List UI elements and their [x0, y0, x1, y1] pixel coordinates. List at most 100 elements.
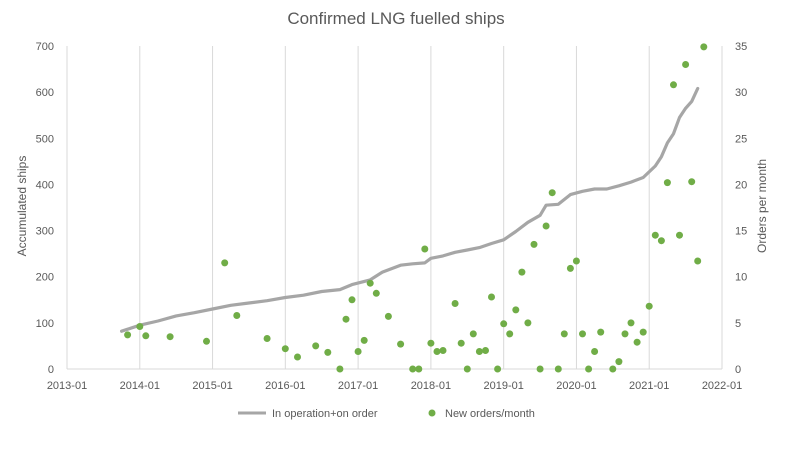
data-point-new-orders — [409, 365, 417, 373]
data-point-new-orders — [512, 306, 520, 314]
data-point-new-orders — [633, 338, 641, 346]
data-point-new-orders — [560, 330, 568, 338]
data-point-new-orders — [451, 300, 459, 307]
y-left-tick-label: 0 — [48, 364, 54, 376]
data-point-new-orders — [324, 348, 332, 356]
x-tick-label: 2016-01 — [265, 380, 305, 392]
data-point-new-orders — [342, 315, 350, 323]
y-left-tick-label: 400 — [36, 179, 54, 191]
data-point-new-orders — [676, 231, 683, 239]
data-point-new-orders — [372, 289, 380, 297]
data-point-new-orders — [263, 335, 271, 342]
data-point-new-orders — [627, 319, 635, 327]
data-point-new-orders — [700, 43, 708, 51]
data-point-new-orders — [651, 231, 659, 239]
data-point-new-orders — [336, 365, 344, 373]
data-point-new-orders — [663, 179, 671, 187]
data-point-new-orders — [463, 365, 471, 373]
x-tick-label: 2014-01 — [120, 380, 160, 392]
y-right-tick-label: 0 — [735, 364, 741, 376]
x-tick-label: 2015-01 — [192, 380, 232, 392]
data-point-new-orders — [518, 268, 526, 276]
data-point-new-orders — [639, 328, 647, 336]
y-axis-right-title: Orders per month — [755, 159, 769, 253]
data-point-new-orders — [166, 333, 174, 341]
data-point-new-orders — [294, 353, 301, 361]
data-point-new-orders — [542, 222, 550, 230]
y-right-tick-label: 5 — [735, 318, 741, 330]
data-point-new-orders — [124, 331, 132, 339]
data-point-new-orders — [657, 237, 665, 245]
data-point-new-orders — [384, 312, 392, 320]
chart-title: Confirmed LNG fuelled ships — [287, 9, 504, 28]
y-left-tick-label: 600 — [36, 87, 54, 99]
data-point-new-orders — [645, 302, 653, 310]
data-point-new-orders — [203, 337, 210, 345]
data-point-new-orders — [554, 365, 562, 373]
data-point-new-orders — [621, 330, 629, 338]
y-right-tick-label: 15 — [735, 226, 747, 238]
legend-marker-swatch — [428, 409, 436, 417]
legend: In operation+on order New orders/month — [238, 408, 535, 420]
data-point-new-orders — [524, 319, 532, 327]
data-point-new-orders — [469, 330, 477, 338]
data-point-new-orders — [233, 312, 241, 319]
data-point-new-orders — [585, 365, 593, 373]
data-point-new-orders — [136, 323, 144, 330]
data-point-new-orders — [421, 245, 429, 253]
data-point-new-orders — [348, 296, 356, 304]
data-point-new-orders — [688, 178, 696, 186]
y-right-tick-label: 25 — [735, 133, 747, 145]
data-point-new-orders — [494, 365, 502, 373]
x-tick-label: 2013-01 — [47, 380, 87, 392]
data-point-new-orders — [506, 330, 514, 338]
y-left-tick-label: 500 — [36, 133, 54, 145]
data-point-new-orders — [597, 328, 605, 336]
data-point-new-orders — [354, 348, 362, 355]
x-tick-label: 2021-01 — [629, 380, 669, 392]
x-tick-label: 2019-01 — [483, 380, 523, 392]
series-line-in-operation — [120, 86, 700, 333]
data-point-new-orders — [475, 348, 483, 355]
legend-label-markers: New orders/month — [445, 408, 535, 420]
data-point-new-orders — [366, 279, 374, 287]
data-point-new-orders — [572, 257, 580, 265]
data-point-new-orders — [312, 342, 320, 350]
data-point-new-orders — [682, 61, 690, 68]
data-point-new-orders — [360, 336, 368, 344]
data-point-new-orders — [482, 347, 489, 354]
data-point-new-orders — [427, 339, 435, 347]
data-point-new-orders — [670, 81, 677, 89]
y-left-tick-label: 700 — [36, 41, 54, 53]
x-tick-label: 2022-01 — [702, 380, 742, 392]
x-tick-label: 2018-01 — [411, 380, 451, 392]
data-point-new-orders — [500, 320, 508, 328]
data-point-new-orders — [615, 358, 623, 366]
grid-layer — [66, 46, 723, 369]
data-point-new-orders — [609, 365, 617, 373]
data-point-new-orders — [457, 339, 465, 347]
data-point-new-orders — [281, 345, 289, 353]
y-left-tick-label: 300 — [36, 226, 54, 238]
y-right-tick-label: 35 — [735, 41, 747, 53]
data-point-new-orders — [548, 189, 556, 197]
data-point-new-orders — [415, 365, 423, 373]
data-point-new-orders — [142, 332, 150, 340]
series-layer — [120, 43, 708, 373]
y-left-tick-label: 200 — [36, 272, 54, 284]
y-right-tick-label: 10 — [735, 272, 747, 284]
data-point-new-orders — [488, 293, 495, 301]
data-point-new-orders — [433, 348, 441, 355]
legend-label-line: In operation+on order — [272, 408, 378, 420]
data-point-new-orders — [579, 330, 586, 338]
data-point-new-orders — [694, 257, 702, 265]
data-point-new-orders — [536, 365, 544, 373]
y-axis-left-title: Accumulated ships — [15, 156, 29, 257]
data-point-new-orders — [397, 340, 405, 348]
data-point-new-orders — [566, 264, 574, 272]
data-point-new-orders — [591, 348, 599, 355]
data-point-new-orders — [221, 259, 229, 267]
x-tick-label: 2017-01 — [338, 380, 378, 392]
